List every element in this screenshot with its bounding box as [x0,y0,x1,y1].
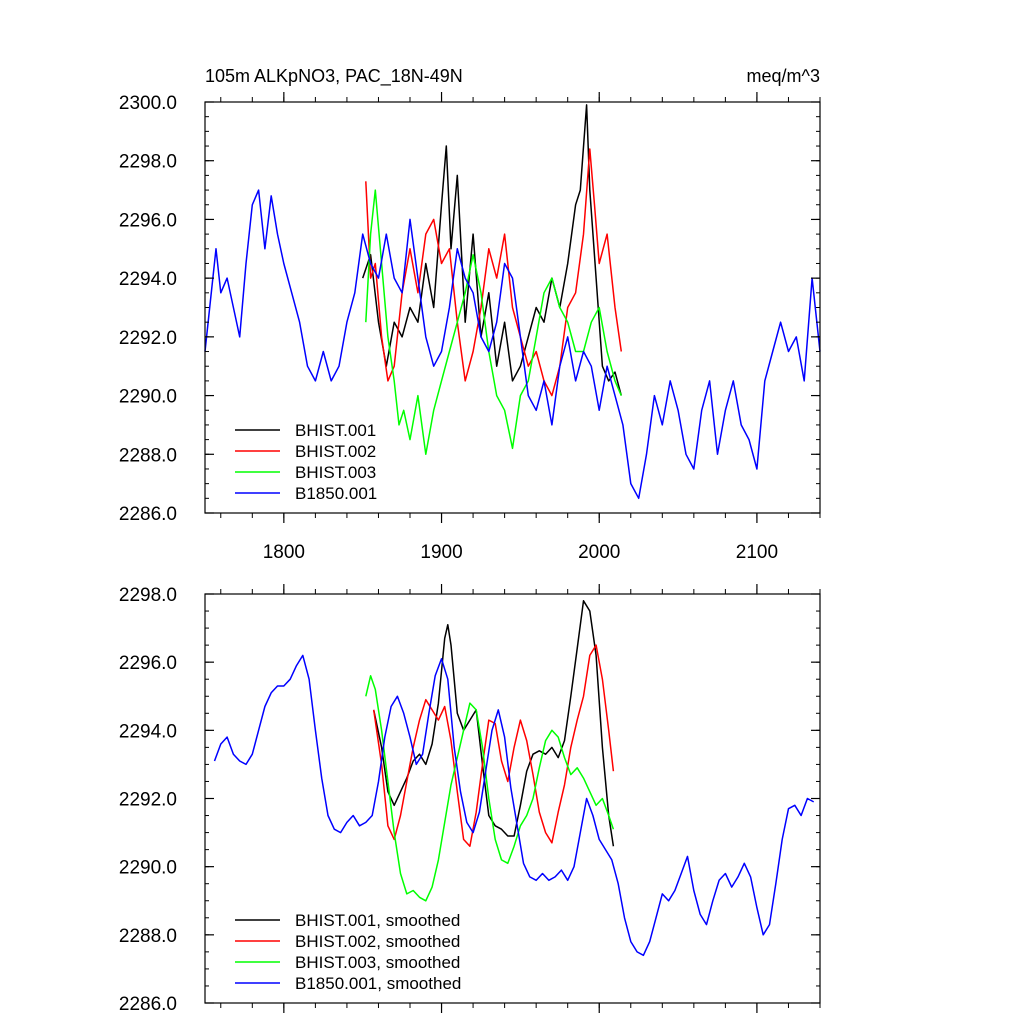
bottom-panel: 2286.0 2288.0 2290.0 2292.0 2294.0 2296.0 2298… [119,584,821,1015]
y-tick-label: 2298.0 [119,585,177,606]
y-tick-label: 2290.0 [119,387,177,408]
chart-title: 105m ALKpNO3, PAC_18N-49N [205,66,463,87]
series-line [365,189,622,456]
legend-label: B1850.001, smoothed [295,974,461,993]
y-tick-label: 2300.0 [119,93,177,114]
plot-frame [204,593,821,1004]
legend-label: BHIST.002 [295,442,376,461]
legend: BHIST.001 BHIST.002 BHIST.003 B1850.001 [235,421,377,503]
y-tick-label: 2288.0 [119,926,177,947]
legend-label: B1850.001 [295,484,377,503]
legend: BHIST.001, smoothed BHIST.002, smoothed BH… [235,911,461,993]
top-panel: 105m ALKpNO3, PAC_18N-49N meq/m^3 2286.0… [119,66,821,563]
series-line [365,148,623,397]
legend-label: BHIST.003 [295,463,376,482]
y-tick-label: 2292.0 [119,790,177,811]
legend-label: BHIST.001, smoothed [295,911,460,930]
y-tick-label: 2286.0 [119,504,177,525]
x-tick-label: 1900 [420,542,462,563]
x-tick-label: 2100 [736,542,778,563]
y-tick-label: 2294.0 [119,721,177,742]
series-line [204,189,821,500]
series-line [365,675,615,902]
legend-label: BHIST.003, smoothed [295,953,460,972]
y-tick-label: 2294.0 [119,269,177,290]
legend-label: BHIST.002, smoothed [295,932,460,951]
series-line [361,104,623,396]
series-line [372,644,615,847]
units-label: meq/m^3 [747,66,820,86]
y-tick-label: 2298.0 [119,152,177,173]
plot-frame [204,101,821,514]
y-tick-label: 2288.0 [119,445,177,466]
y-tick-label: 2286.0 [119,994,177,1015]
legend-label: BHIST.001 [295,421,376,440]
x-tick-label: 1800 [263,542,305,563]
y-tick-label: 2296.0 [119,653,177,674]
y-tick-label: 2296.0 [119,210,177,231]
x-tick-label: 2000 [578,542,620,563]
y-tick-label: 2292.0 [119,328,177,349]
y-tick-label: 2290.0 [119,858,177,879]
series-line [213,654,815,957]
